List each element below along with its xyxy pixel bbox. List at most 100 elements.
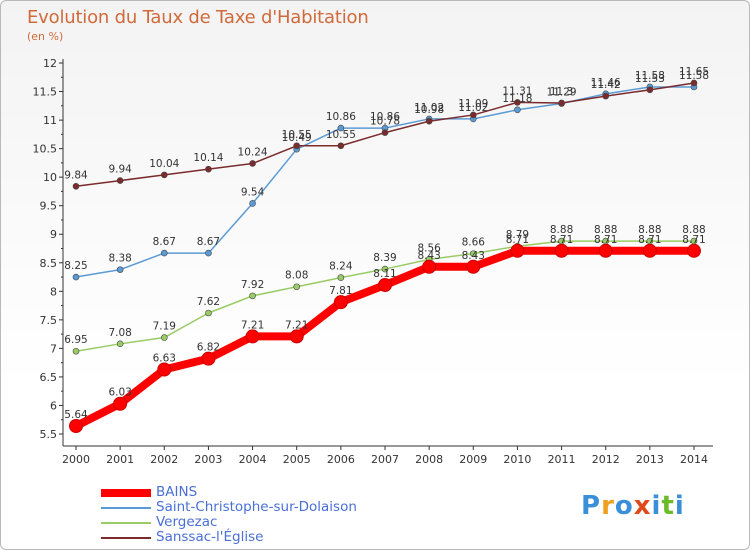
data-label: 8.88 bbox=[682, 224, 705, 236]
data-label: 8.79 bbox=[506, 229, 529, 241]
y-tick-label: 6 bbox=[50, 399, 57, 412]
series-point bbox=[69, 419, 83, 434]
data-label: 10.49 bbox=[282, 132, 312, 144]
series-point bbox=[422, 259, 437, 274]
series-point bbox=[160, 334, 168, 341]
y-tick-label: 11.5 bbox=[33, 86, 58, 99]
series-point bbox=[113, 396, 128, 411]
series-point bbox=[205, 249, 212, 257]
data-label: 8.88 bbox=[550, 224, 573, 236]
data-label: 6.63 bbox=[153, 353, 176, 365]
chart-title: Evolution du Taux de Taxe d'Habitation bbox=[27, 7, 369, 28]
data-label: 8.43 bbox=[462, 250, 485, 262]
proxiti-logo: Proxiti bbox=[581, 491, 685, 521]
series-point bbox=[337, 142, 345, 150]
x-tick-label: 2007 bbox=[371, 453, 399, 466]
data-label: 8.11 bbox=[373, 268, 396, 280]
series-point bbox=[205, 165, 212, 173]
data-label: 10.55 bbox=[282, 129, 312, 141]
data-label: 11.53 bbox=[635, 73, 665, 85]
data-label: 7.21 bbox=[241, 319, 264, 331]
data-label: 8.71 bbox=[638, 234, 661, 246]
y-tick-label: 11 bbox=[43, 114, 57, 127]
series-point bbox=[157, 362, 172, 377]
data-label: 8.38 bbox=[108, 253, 131, 265]
data-label: 11.58 bbox=[635, 70, 665, 82]
data-label: 8.08 bbox=[285, 270, 308, 282]
x-tick-label: 2001 bbox=[106, 453, 134, 466]
data-label: 10.55 bbox=[326, 129, 356, 141]
data-label: 10.14 bbox=[193, 152, 223, 164]
series-point bbox=[333, 295, 348, 310]
data-label: 11.29 bbox=[547, 87, 577, 99]
data-label: 8.67 bbox=[197, 236, 220, 248]
series-point bbox=[249, 160, 256, 167]
data-label: 8.66 bbox=[462, 237, 486, 249]
data-label: 11.46 bbox=[591, 77, 621, 89]
x-tick-label: 2011 bbox=[548, 453, 576, 466]
data-label: 7.81 bbox=[329, 285, 352, 297]
data-label: 8.43 bbox=[417, 250, 440, 262]
data-label: 6.82 bbox=[197, 342, 220, 354]
x-tick-label: 2012 bbox=[592, 453, 620, 466]
data-label: 8.67 bbox=[153, 236, 176, 248]
data-label: 9.94 bbox=[108, 164, 132, 176]
data-label: 10.04 bbox=[149, 158, 179, 170]
series-point bbox=[602, 92, 610, 100]
series-point bbox=[116, 177, 124, 184]
data-label: 6.03 bbox=[108, 387, 131, 399]
data-label: 11.09 bbox=[458, 98, 488, 110]
y-tick-label: 6.5 bbox=[40, 371, 58, 384]
legend-label: Vergezac bbox=[156, 514, 218, 530]
series-point bbox=[646, 86, 654, 94]
logo-letter: o bbox=[614, 491, 634, 521]
series-point bbox=[249, 292, 256, 300]
data-label: 11.65 bbox=[679, 66, 709, 78]
x-tick-label: 2005 bbox=[283, 453, 311, 466]
data-label: 11.02 bbox=[458, 102, 488, 114]
series-point bbox=[466, 259, 481, 274]
y-tick-label: 8.5 bbox=[40, 257, 58, 270]
legend-swatch bbox=[101, 522, 151, 524]
x-tick-label: 2014 bbox=[680, 453, 708, 466]
series-point bbox=[469, 250, 477, 257]
data-label: 5.64 bbox=[64, 409, 88, 421]
series-point bbox=[205, 309, 212, 317]
series-point bbox=[245, 329, 260, 344]
legend-label: BAINS bbox=[156, 484, 198, 500]
y-tick-label: 8 bbox=[50, 285, 57, 298]
x-tick-label: 2002 bbox=[150, 453, 178, 466]
legend-label: Saint-Christophe-sur-Dolaison bbox=[156, 499, 357, 515]
logo-letter: t bbox=[661, 491, 675, 521]
x-tick-label: 2008 bbox=[415, 453, 443, 466]
series-point bbox=[510, 243, 525, 258]
series-point bbox=[381, 265, 389, 273]
data-label: 9.54 bbox=[241, 186, 265, 198]
data-label: 10.78 bbox=[370, 116, 400, 128]
series-point bbox=[293, 142, 301, 150]
chart-subtitle: (en %) bbox=[27, 30, 64, 43]
data-label: 7.62 bbox=[197, 296, 220, 308]
logo-letter: i bbox=[651, 491, 662, 521]
data-label: 8.71 bbox=[682, 234, 705, 246]
y-tick-label: 9.5 bbox=[40, 200, 58, 213]
x-tick-label: 2004 bbox=[239, 453, 267, 466]
series-point bbox=[337, 124, 345, 132]
series-point bbox=[378, 278, 392, 293]
y-tick-label: 10 bbox=[43, 171, 57, 184]
data-label: 8.88 bbox=[594, 224, 617, 236]
series-point bbox=[293, 283, 301, 291]
x-tick-label: 2003 bbox=[194, 453, 222, 466]
series-point bbox=[598, 243, 613, 258]
y-tick-label: 7 bbox=[50, 342, 57, 355]
data-label: 11.42 bbox=[591, 79, 621, 91]
data-label: 11.02 bbox=[414, 102, 444, 114]
data-label: 8.24 bbox=[329, 261, 353, 273]
series-point bbox=[381, 129, 389, 136]
data-label: 7.08 bbox=[108, 327, 131, 339]
logo-letter: P bbox=[581, 491, 602, 521]
data-label: 8.71 bbox=[550, 234, 573, 246]
series-point bbox=[514, 99, 521, 106]
x-tick-label: 2009 bbox=[459, 453, 487, 466]
